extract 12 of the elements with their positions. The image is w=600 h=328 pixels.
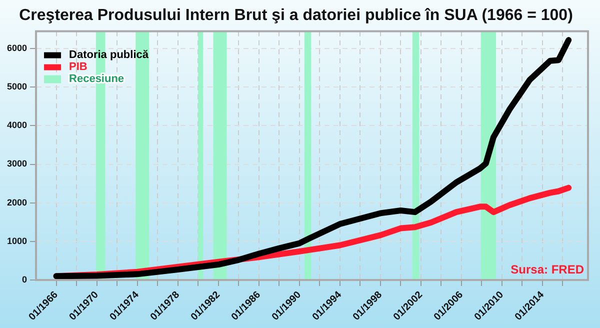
annotation: Sursa: FRED xyxy=(510,262,584,276)
y-tick-label: 5000 xyxy=(6,82,28,92)
y-tick-label: 2000 xyxy=(6,197,28,208)
legend-label: Datoria publică xyxy=(69,49,150,62)
y-tick-label: 0 xyxy=(22,274,28,284)
band-label: Recesiune xyxy=(69,73,124,86)
legend-label: PIB xyxy=(69,61,88,74)
y-tick-label: 3000 xyxy=(6,158,28,169)
chart-title: Creşterea Produsului Intern Brut şi a datoriei publice în SUA (1966 = 100) xyxy=(19,7,573,24)
y-tick-label: 1000 xyxy=(6,236,28,246)
y-tick-label: 4000 xyxy=(6,120,28,130)
y-tick-label: 6000 xyxy=(6,43,28,54)
